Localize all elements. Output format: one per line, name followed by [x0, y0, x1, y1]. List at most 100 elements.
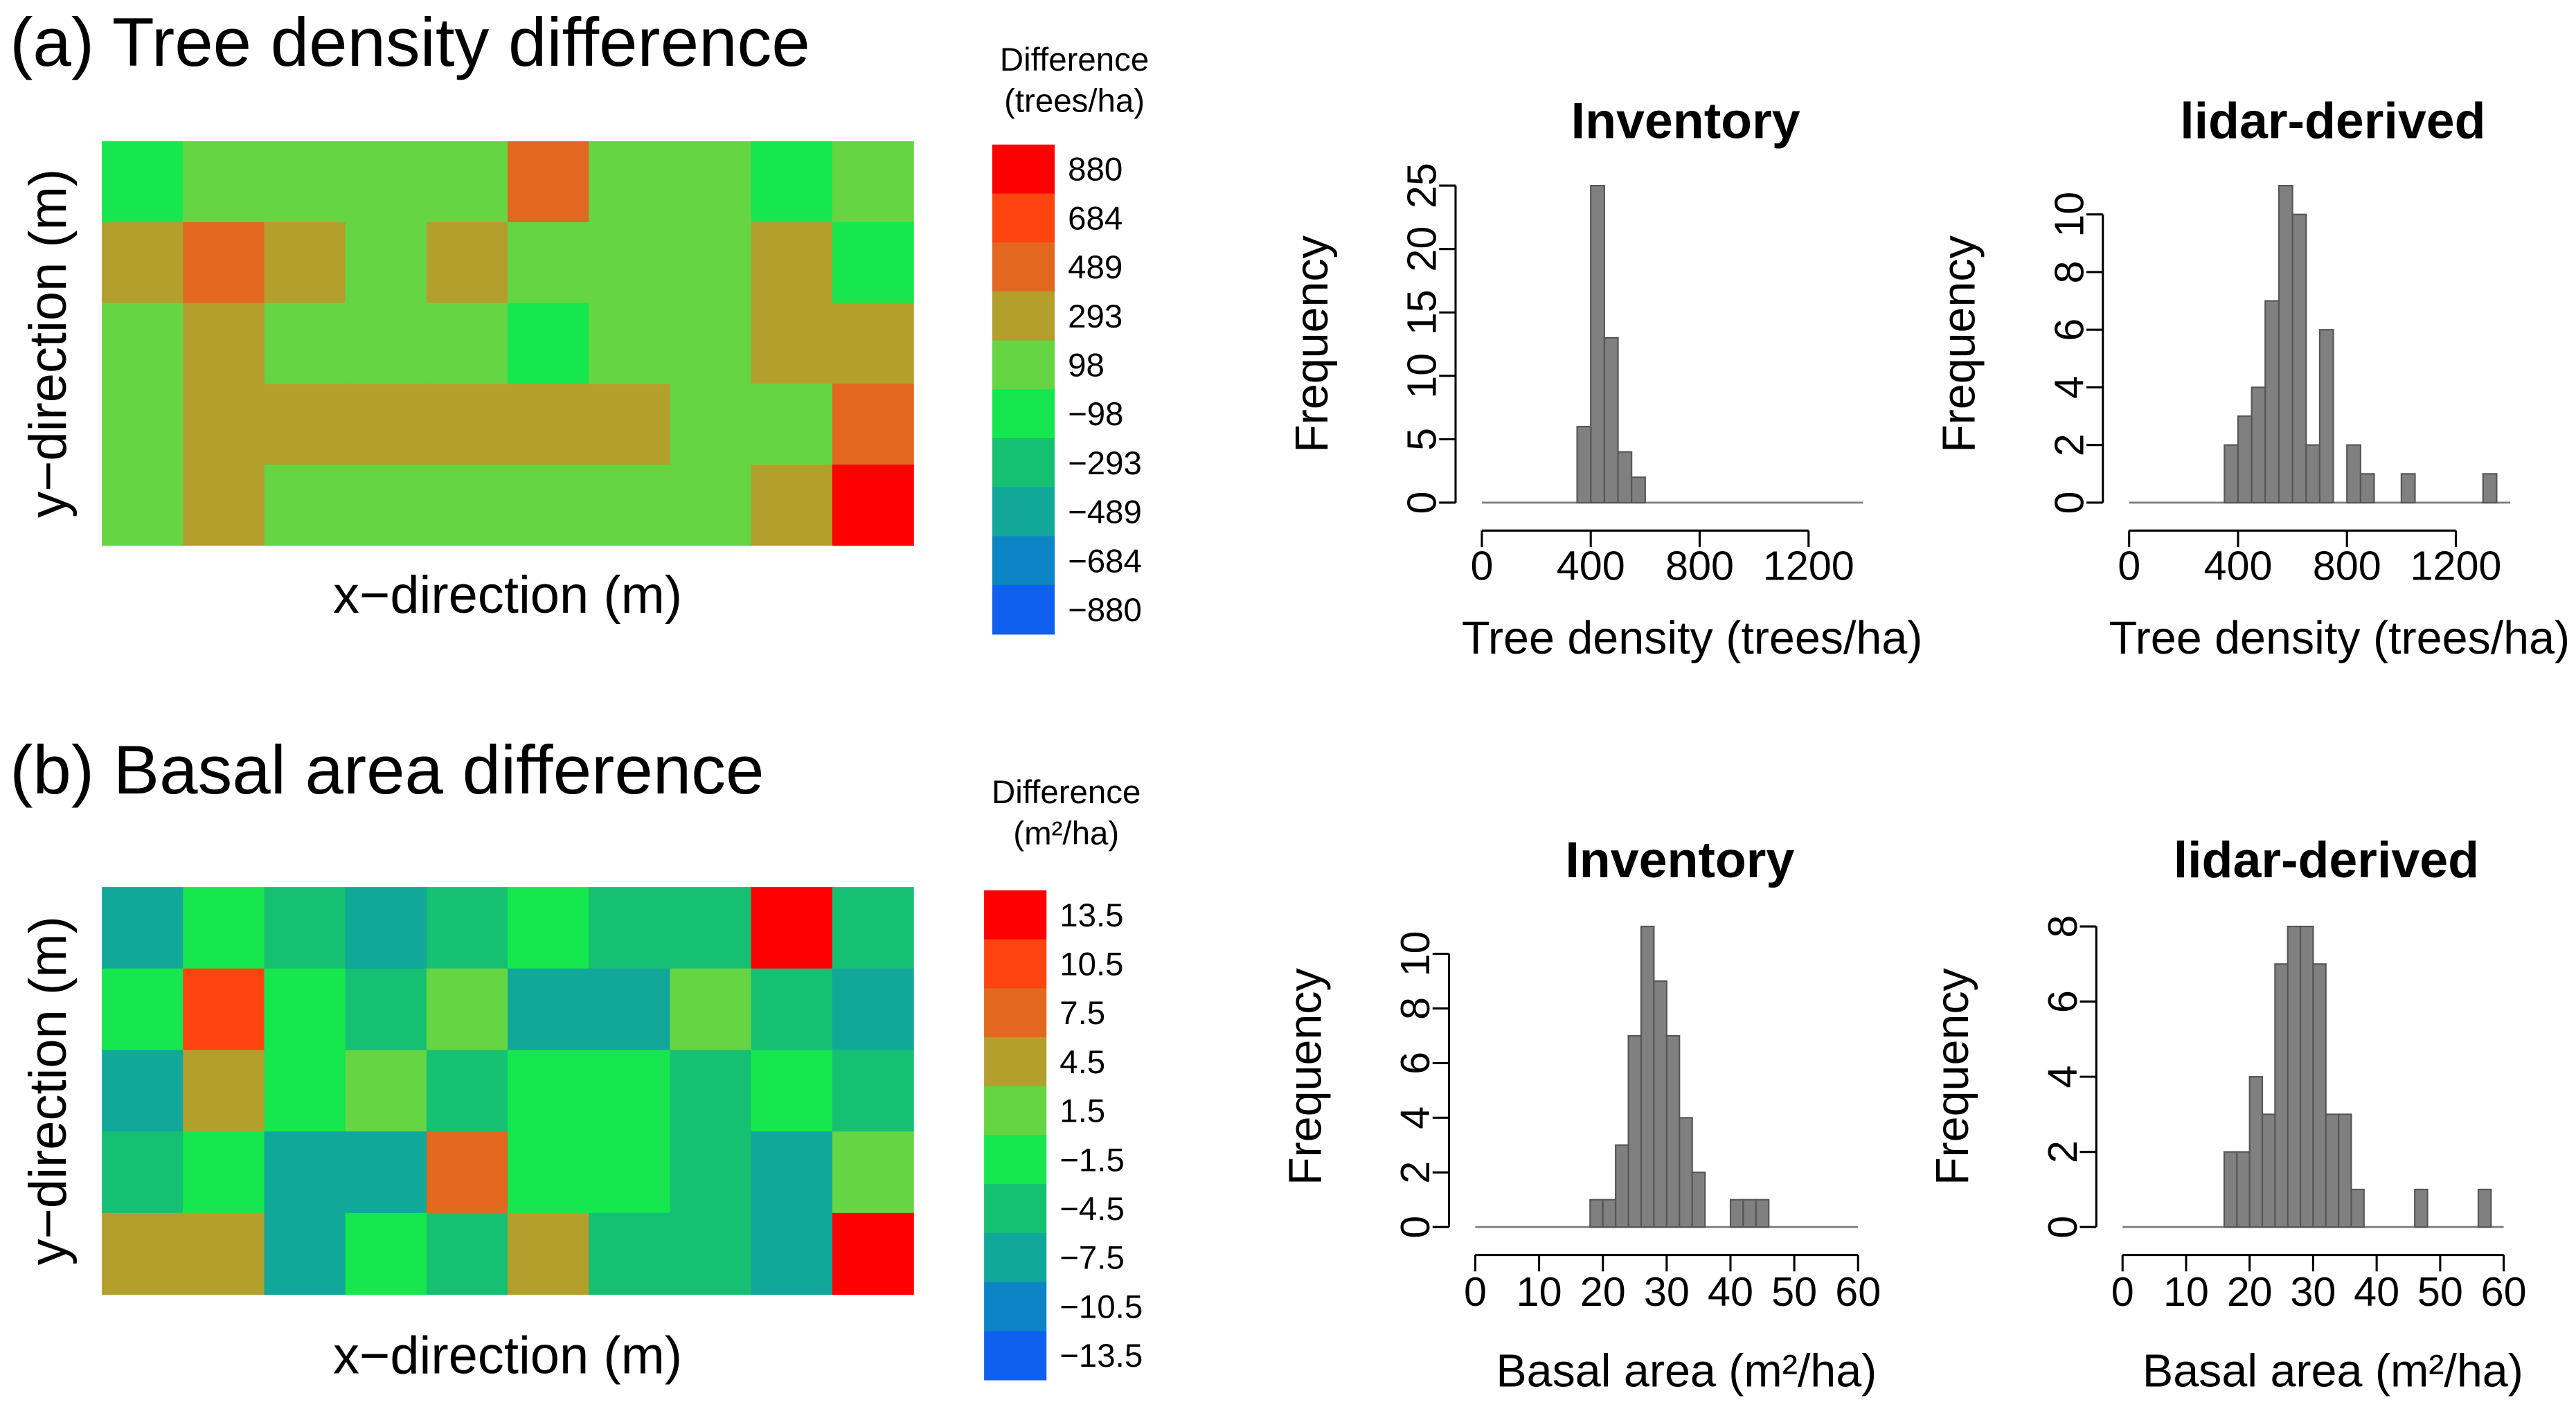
histogram-bar — [1631, 476, 1646, 504]
heatmap-cell — [264, 384, 346, 465]
histogram-bar — [2414, 1188, 2429, 1228]
heatmap-cell — [589, 464, 671, 546]
heatmap-cell — [508, 384, 589, 465]
heatmap-cell — [183, 1131, 265, 1214]
heatmap-cell — [670, 1131, 752, 1214]
legend-title: Difference — [992, 774, 1141, 811]
histogram-bar — [2477, 1188, 2492, 1228]
y-tick-label: 10 — [1392, 931, 1438, 977]
heatmap-cell — [832, 887, 914, 969]
legend-swatch — [992, 193, 1055, 243]
heatmap-cell — [264, 968, 346, 1051]
heatmap-cell — [589, 968, 671, 1051]
heatmap-cell — [670, 141, 752, 223]
heatmap-cell — [102, 222, 184, 304]
legend-swatch — [992, 340, 1055, 390]
heatmap-cell — [589, 1212, 671, 1295]
heatmap-cell — [426, 1050, 508, 1132]
heatmap-cell — [345, 141, 427, 223]
histogram-bar — [2359, 473, 2375, 504]
x-axis-label: Tree density (trees/ha) — [2109, 613, 2570, 664]
legend-label: −7.5 — [1059, 1240, 1125, 1277]
y-tick-label: 20 — [1399, 226, 1445, 272]
heatmap-cell — [670, 464, 752, 546]
legend-label: 10.5 — [1059, 946, 1123, 983]
histogram-bar — [1590, 185, 1605, 504]
heatmap-cell — [751, 384, 833, 465]
histogram-bar — [2237, 415, 2253, 504]
legend-label: 7.5 — [1059, 995, 1105, 1032]
legend-label: −684 — [1068, 543, 1142, 580]
y-tick-label: 8 — [2046, 260, 2092, 283]
x-tick-label: 0 — [1470, 542, 1493, 589]
heatmap-cell — [508, 141, 589, 223]
histogram-bar — [1729, 1199, 1744, 1228]
heatmap-cell — [264, 1050, 346, 1132]
y-tick-label: 4 — [2039, 1066, 2086, 1088]
heatmap-cell — [508, 222, 589, 304]
y-tick-label: 6 — [2046, 318, 2092, 341]
legend-swatch — [992, 291, 1055, 341]
heatmap-cell — [670, 222, 752, 304]
heatmap-cell — [183, 1050, 265, 1132]
legend-title: Difference — [1000, 42, 1149, 78]
legend-swatch — [984, 1135, 1047, 1185]
histogram-bar — [2346, 444, 2361, 504]
heatmap-cell — [102, 887, 184, 969]
heatmap-cell — [102, 464, 184, 546]
y-tick-label: 2 — [2046, 433, 2092, 456]
x-tick-label: 10 — [1517, 1268, 1562, 1315]
heatmap-cell — [589, 887, 671, 969]
heatmap-cell — [345, 887, 427, 969]
x-tick-label: 20 — [2227, 1268, 2273, 1315]
heatmap-cell — [751, 464, 833, 546]
heatmap-cell — [832, 303, 914, 384]
histogram-bar — [1602, 1199, 1617, 1228]
heatmap-cell — [508, 1131, 589, 1214]
heatmap-cell — [832, 1212, 914, 1295]
heatmap-cell — [670, 887, 752, 969]
histogram-bar — [1603, 336, 1619, 504]
histogram-bar — [2274, 963, 2289, 1228]
y-tick-label: 10 — [1399, 353, 1445, 399]
legend-swatch — [984, 939, 1047, 989]
heatmap-cell — [102, 141, 184, 223]
legend-label: 4.5 — [1059, 1044, 1105, 1081]
heatmap-cell — [751, 141, 833, 223]
heatmap-cell — [589, 384, 671, 465]
heatmap-cell — [670, 968, 752, 1051]
x-tick-label: 40 — [2354, 1268, 2399, 1315]
heatmap-cell — [589, 141, 671, 223]
heatmap-cell — [589, 1050, 671, 1132]
heatmap-cell — [508, 887, 589, 969]
heatmap-cell — [264, 303, 346, 384]
y-tick-label: 25 — [1399, 163, 1445, 208]
histogram-title: Inventory — [1565, 831, 1794, 888]
heatmap-cell — [183, 141, 265, 223]
heatmap-cell — [832, 968, 914, 1051]
legend-swatch — [984, 1232, 1047, 1283]
heatmap-cell — [183, 303, 265, 384]
heatmap-cell — [751, 1050, 833, 1132]
legend-label: 13.5 — [1059, 897, 1123, 934]
y-tick-label: 2 — [2039, 1140, 2086, 1163]
heatmap-cell — [670, 303, 752, 384]
legend-title-unit: (m²/ha) — [1013, 815, 1119, 852]
heatmap-cell — [589, 1131, 671, 1214]
heatmap-cell — [832, 1131, 914, 1214]
legend-label: 489 — [1068, 249, 1122, 286]
x-tick-label: 800 — [1665, 542, 1734, 589]
heatmap-cell — [426, 222, 508, 304]
x-tick-label: 400 — [1557, 542, 1625, 589]
y-axis-label: Frequency — [1287, 235, 1338, 453]
y-axis-label: Frequency — [1280, 967, 1331, 1185]
heatmap-cell — [832, 384, 914, 465]
histogram-bar — [1617, 451, 1633, 504]
histogram-bar — [1615, 1144, 1629, 1228]
heatmap-cell — [670, 1050, 752, 1132]
legend-label: −880 — [1068, 592, 1142, 629]
legend-swatch — [992, 585, 1055, 635]
heatmap-cell — [426, 968, 508, 1051]
legend-label: −13.5 — [1059, 1338, 1143, 1374]
heatmap-cell — [508, 1212, 589, 1295]
